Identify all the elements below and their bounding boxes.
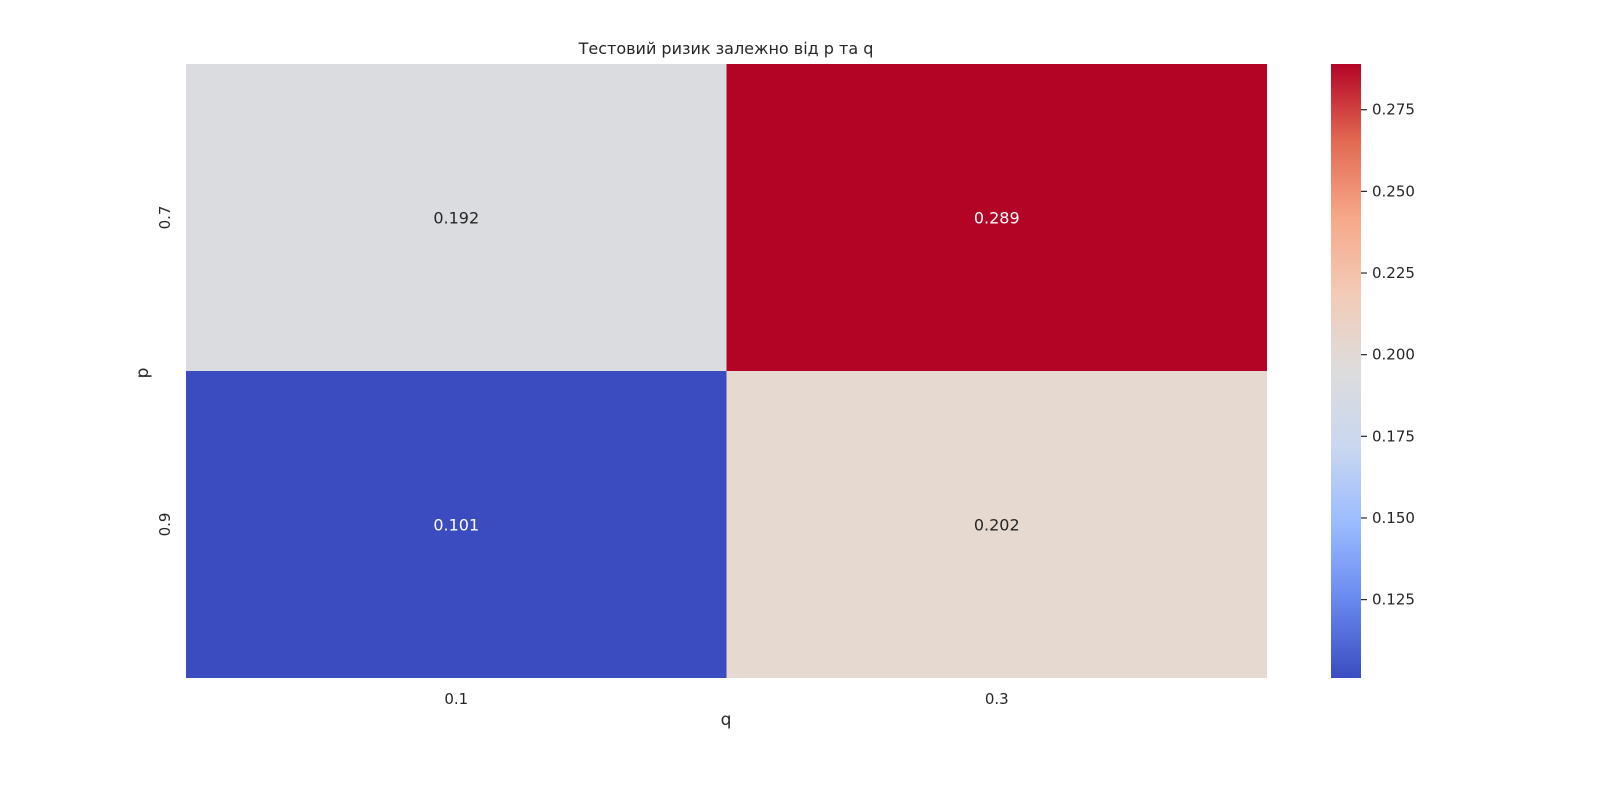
cell-value-label: 0.101: [433, 516, 479, 535]
x-axis-ticks: 0.1 0.3: [444, 690, 1008, 708]
colorbar-tick-label: 0.225: [1372, 264, 1415, 282]
colorbar-ticks: 0.125 0.150 0.175 0.200 0.225 0.250 0.275: [1361, 101, 1415, 609]
y-axis-ticks: 0.7 0.9: [156, 206, 174, 537]
heatmap-cells: 0.192 0.289 0.101 0.202: [186, 64, 1267, 678]
y-tick-label: 0.7: [156, 206, 174, 230]
heatmap-cell-1-1: [726, 371, 1267, 678]
heatmap-cell-0-1: [726, 64, 1267, 371]
y-axis-label: p: [133, 368, 153, 379]
heatmap-cell-0-0: [186, 64, 727, 371]
cell-value-label: 0.192: [433, 209, 479, 228]
x-axis-label: q: [721, 710, 732, 730]
colorbar-tick-label: 0.200: [1372, 346, 1415, 364]
x-tick-label: 0.3: [985, 690, 1009, 708]
colorbar-tick-label: 0.250: [1372, 182, 1415, 200]
colorbar-tick-label: 0.125: [1372, 591, 1415, 609]
chart-title: Тестовий ризик залежно від p та q: [578, 39, 874, 58]
y-tick-label: 0.9: [156, 513, 174, 537]
colorbar-tick-label: 0.175: [1372, 427, 1415, 445]
cell-value-label: 0.289: [974, 209, 1020, 228]
colorbar: [1331, 64, 1361, 678]
x-tick-label: 0.1: [444, 690, 468, 708]
cell-value-label: 0.202: [974, 516, 1020, 535]
heatmap-cell-1-0: [186, 371, 727, 678]
colorbar-tick-label: 0.150: [1372, 509, 1415, 527]
colorbar-tick-label: 0.275: [1372, 101, 1415, 119]
